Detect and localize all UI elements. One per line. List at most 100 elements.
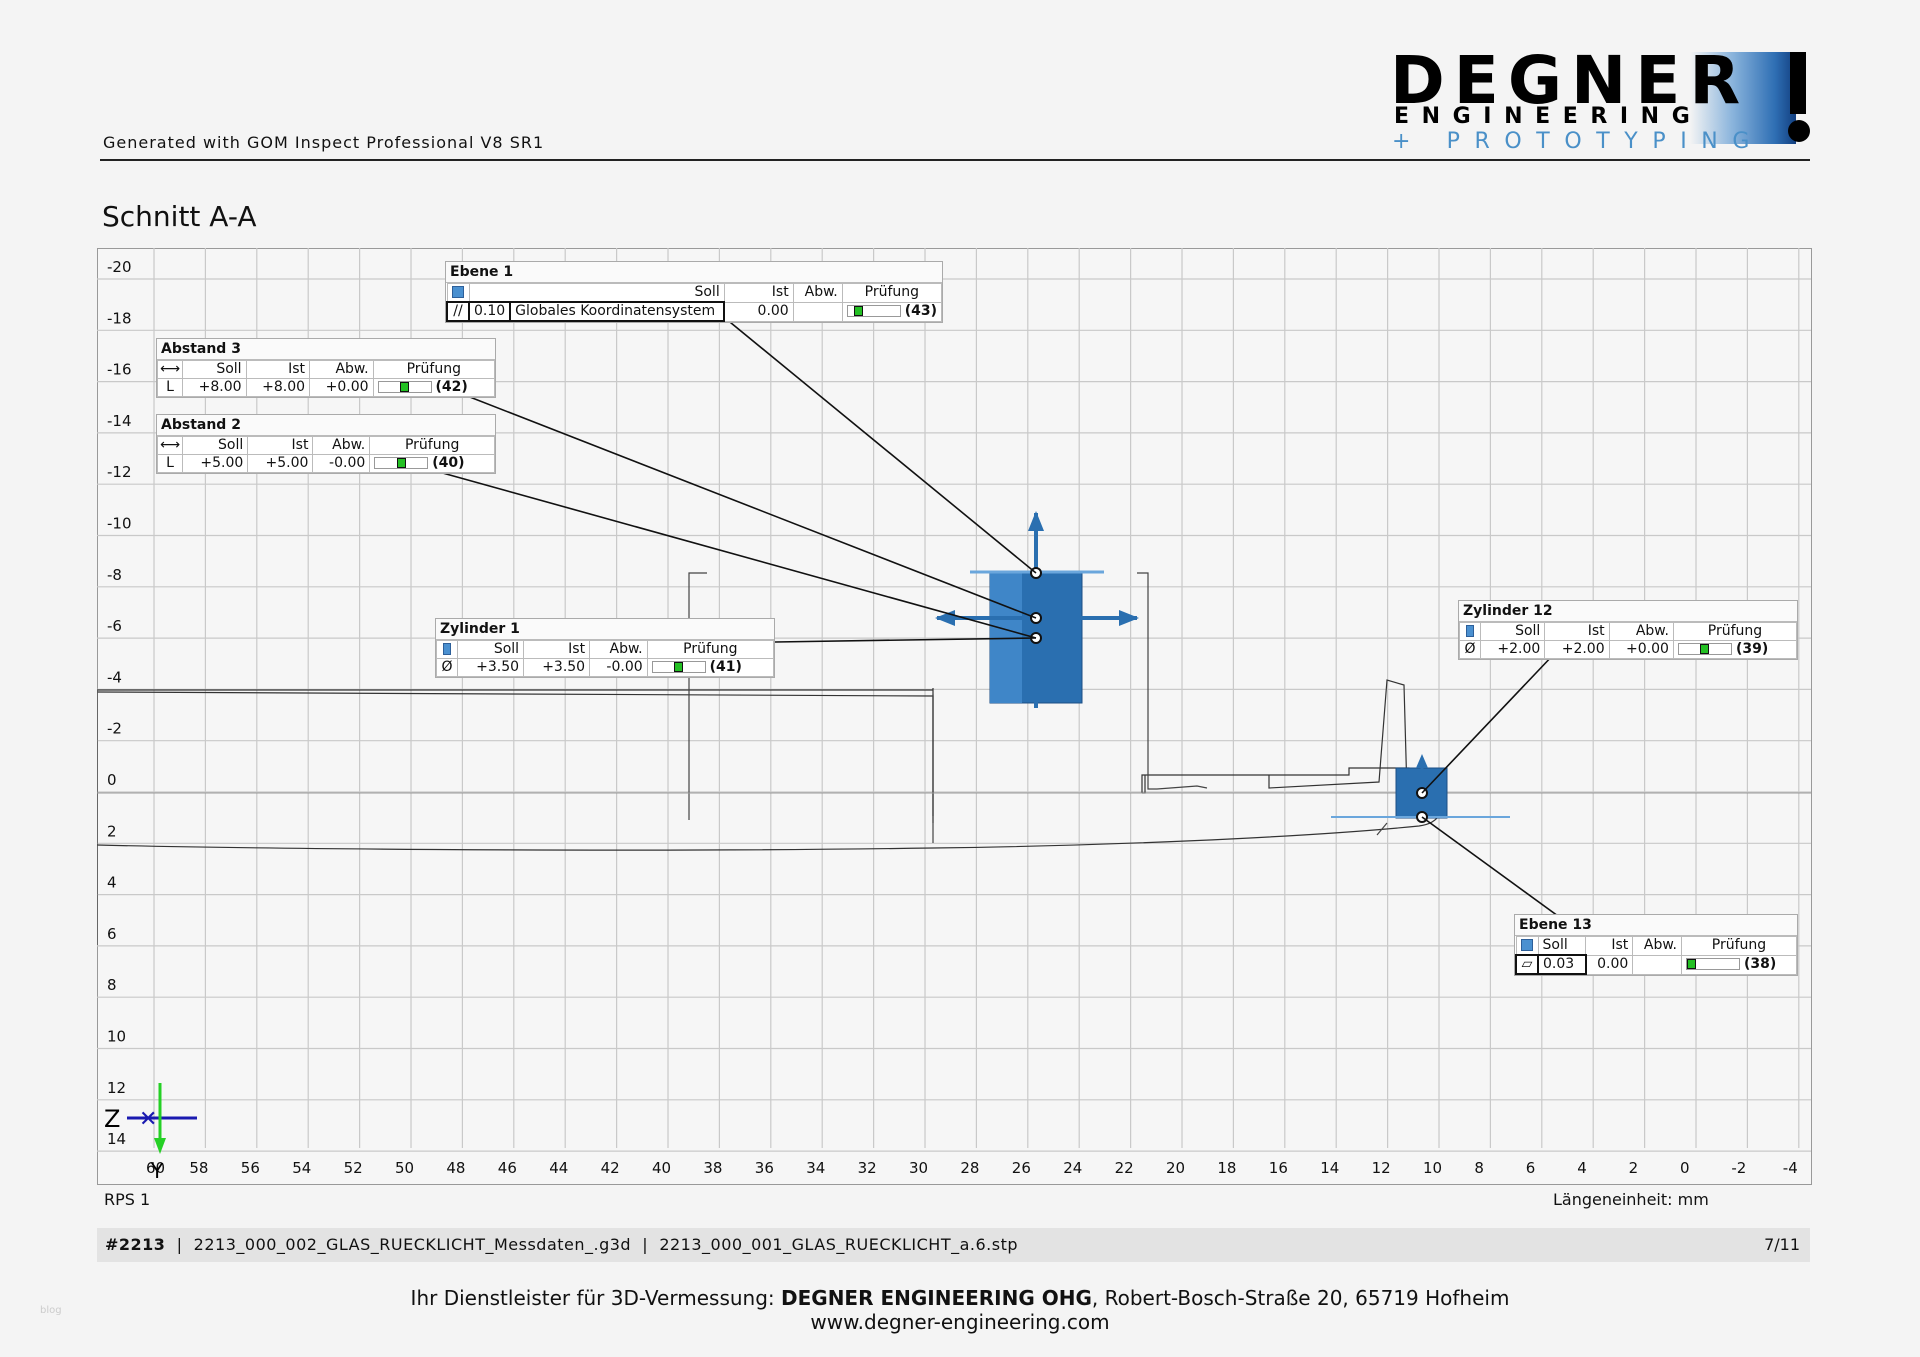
annotation-abstand-2[interactable]: Abstand 2 ⟷ Soll Ist Abw. Prüfung L +5.00 +5.0… (156, 414, 496, 474)
watermark: blog (40, 1305, 62, 1316)
flatness-icon: ▱ (1515, 954, 1539, 975)
col-soll: Soll (182, 436, 249, 455)
tolerance-value: 0.10 (467, 301, 512, 322)
gauge-bar (846, 305, 901, 317)
logo-prototyping: + PROTOTYPING (1392, 129, 1764, 154)
ist-value: 0.00 (1585, 954, 1634, 975)
z-tick-label: 10 (107, 1028, 126, 1046)
contour-outer-left (97, 691, 934, 816)
arrow-down-icon (1028, 688, 1044, 704)
y-tick-label: -4 (1783, 1159, 1798, 1177)
triad-y-label: Y (150, 1159, 164, 1183)
soll-value: +5.00 (182, 454, 249, 473)
annotation-table: ⟷ Soll Ist Abw. Prüfung L +5.00 +5.00 -0.00 (40) (156, 436, 495, 473)
cylinder-1[interactable] (935, 511, 1139, 708)
z-tick-label: -2 (107, 720, 122, 738)
abw-value: -0.00 (312, 454, 371, 473)
annotation-title: Zylinder 12 (1459, 601, 1797, 622)
annotation-zylinder-1[interactable]: Zylinder 1 Soll Ist Abw. Prüfung Ø +3.50 +3.5… (435, 618, 775, 678)
y-tick-label: 20 (1166, 1159, 1185, 1177)
annotation-title: Ebene 13 (1515, 915, 1797, 936)
col-abw: Abw. (1608, 622, 1674, 641)
cylinder-12[interactable] (1331, 754, 1510, 823)
arrow-down-icon (154, 1138, 166, 1154)
triad-cross-icon: ✕ (139, 1107, 157, 1132)
annotation-table: ⟷ Soll Ist Abw. Prüfung L +8.00 +8.00 +0.00 (42) (156, 360, 496, 397)
col-pruefung: Prüfung (369, 436, 495, 455)
check-number: (40) (432, 455, 465, 471)
leader-ebene-13 (1421, 816, 1559, 917)
axis-triad: Z Y ✕ (104, 1083, 197, 1183)
col-abw: Abw. (792, 283, 843, 303)
y-tick-label: 48 (446, 1159, 465, 1177)
arrow-up-icon (1416, 754, 1428, 768)
z-tick-label: -18 (107, 309, 132, 327)
y-tick-label: -2 (1731, 1159, 1746, 1177)
col-pruefung: Prüfung (841, 283, 943, 303)
plane-icon (1515, 936, 1539, 956)
y-tick-label: 60 (146, 1159, 165, 1177)
annotation-zylinder-12[interactable]: Zylinder 12 Soll Ist Abw. Prüfung Ø +2.00 +2.… (1458, 600, 1798, 660)
diameter-symbol: Ø (436, 658, 458, 677)
col-pruefung: Prüfung (646, 640, 775, 659)
ist-value: 0.00 (723, 301, 794, 322)
y-tick-label: 2 (1629, 1159, 1639, 1177)
col-abw: Abw. (589, 640, 648, 659)
length-unit-label: Längeneinheit: mm (1553, 1190, 1709, 1209)
annotation-ebene-13[interactable]: Ebene 13 Soll Ist Abw. Prüfung ▱ 0.03 0.00 (38… (1514, 914, 1798, 976)
tolerance-value: 0.03 (1537, 954, 1587, 975)
z-tick-label: 2 (107, 822, 117, 840)
pruefung-cell: (39) (1672, 640, 1798, 659)
distance-icon: ⟷ (156, 436, 184, 455)
annotation-ebene-1[interactable]: Ebene 1 Soll Ist Abw. Prüfung //0.10 Globale… (445, 261, 943, 323)
logo-gradient-bar (1690, 52, 1796, 144)
y-tick-label: 16 (1269, 1159, 1288, 1177)
y-tick-label: 52 (344, 1159, 363, 1177)
col-abw: Abw. (309, 360, 374, 379)
y-tick-label: 26 (1012, 1159, 1031, 1177)
distance-icon: ⟷ (156, 360, 184, 379)
y-tick-labels: 60 58 56 54 52 50 48 46 44 42 40 38 36 34 32 30 28 26 24 22… (146, 1159, 1798, 1177)
rps-label: RPS 1 (104, 1190, 151, 1209)
footer-url[interactable]: www.degner-engineering.com (810, 1310, 1110, 1334)
leader-abstand-3 (456, 391, 1037, 619)
y-tick-label: 50 (395, 1159, 414, 1177)
cylinder-icon (436, 640, 458, 659)
col-soll: Soll (1479, 622, 1546, 641)
y-tick-label: 44 (549, 1159, 568, 1177)
length-symbol: L (156, 454, 184, 473)
annotation-abstand-3[interactable]: Abstand 3 ⟷ Soll Ist Abw. Prüfung L +8.00 +8.0… (156, 338, 496, 398)
gauge-bar (377, 381, 432, 393)
diameter-symbol: Ø (1459, 640, 1481, 659)
col-pruefung: Prüfung (1672, 622, 1798, 641)
ist-value: +5.00 (247, 454, 314, 473)
pruefung-cell: (38) (1681, 954, 1797, 975)
y-tick-label: 32 (858, 1159, 877, 1177)
arrow-right-icon (1119, 610, 1139, 626)
abw-value (1632, 954, 1682, 975)
y-tick-label: 42 (601, 1159, 620, 1177)
annotation-table: Soll Ist Abw. Prüfung Ø +2.00 +2.00 +0.00 (39) (1459, 622, 1798, 659)
col-soll: Soll (456, 640, 525, 659)
cad-file: 2213_000_001_GLAS_RUECKLICHT_a.6.stp (659, 1235, 1019, 1254)
soll-value: +3.50 (456, 658, 525, 677)
check-number: (38) (1744, 956, 1777, 972)
y-tick-label: 46 (498, 1159, 517, 1177)
file-info-text: #2213 | 2213_000_002_GLAS_RUECKLICHT_Mes… (105, 1235, 1019, 1254)
triad-z-label: Z (104, 1105, 120, 1133)
abw-value (792, 301, 843, 322)
section-title: Schnitt A-A (102, 200, 257, 233)
abw-value: +0.00 (309, 378, 374, 397)
footer-prefix: Ihr Dienstleister für 3D-Vermessung: (410, 1286, 782, 1310)
pruefung-cell: (40) (369, 454, 495, 473)
y-tick-label: 18 (1217, 1159, 1236, 1177)
project-id: #2213 (105, 1235, 166, 1254)
y-tick-label: 30 (909, 1159, 928, 1177)
leader-zylinder-1 (774, 637, 1037, 643)
logo-dot (1788, 120, 1810, 142)
annotation-table: Soll Ist Abw. Prüfung Ø +3.50 +3.50 -0.00 (41) (436, 640, 775, 677)
leader-zylinder-12 (1421, 652, 1556, 794)
footer-address: , Robert-Bosch-Straße 20, 65719 Hofheim (1091, 1286, 1510, 1310)
y-tick-label: 28 (960, 1159, 979, 1177)
